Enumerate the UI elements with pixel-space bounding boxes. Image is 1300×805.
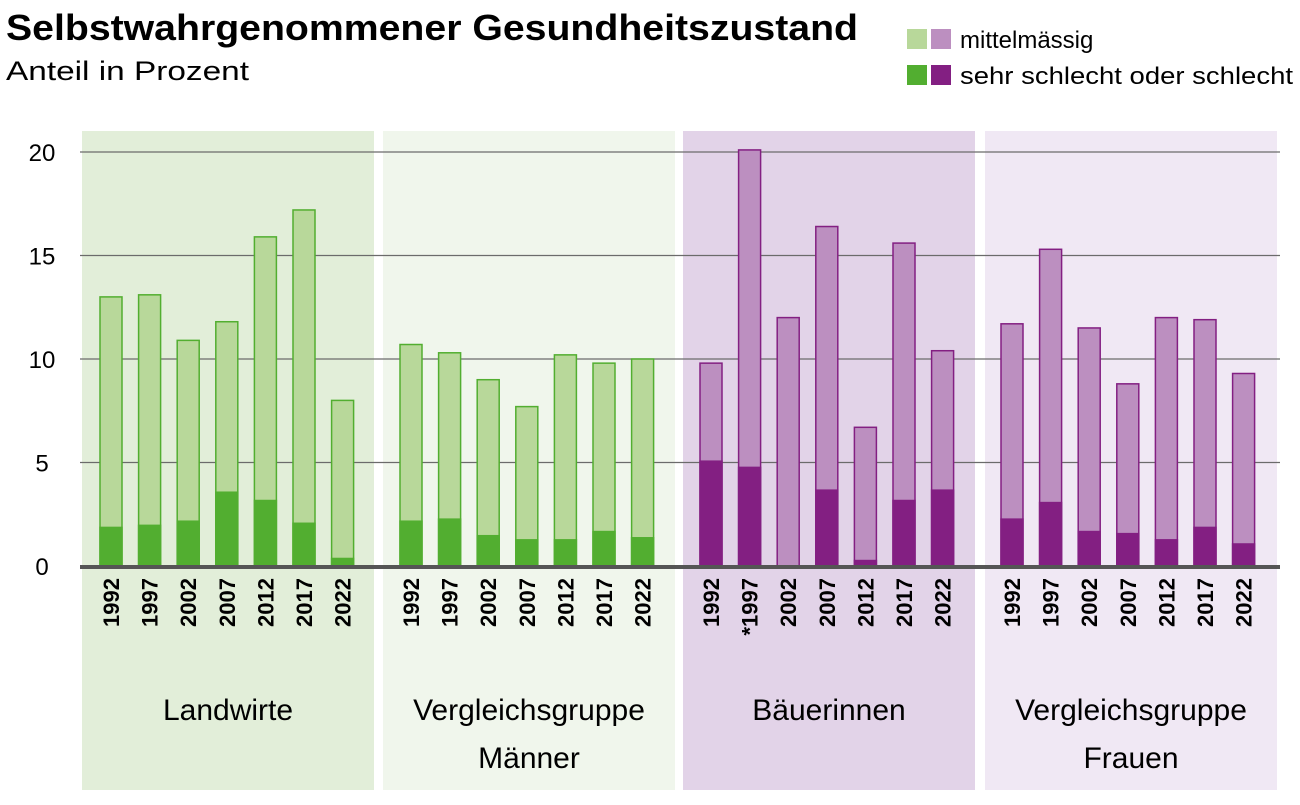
- bar-mittelmaessig: [630, 358, 655, 567]
- x-tick-label: 2002: [1077, 578, 1102, 627]
- bars: [80, 149, 1280, 569]
- bar-mittelmaessig: [292, 209, 316, 567]
- bar-schlecht: [1154, 539, 1179, 566]
- x-tick-label: 2022: [631, 578, 656, 627]
- x-tick-label: 2017: [1193, 578, 1218, 627]
- x-tick-label: 2002: [476, 578, 501, 627]
- y-tick-label: 10: [29, 347, 56, 374]
- bar-mittelmaessig: [330, 399, 355, 567]
- x-tick-label: 2022: [1232, 578, 1257, 627]
- group-label: Frauen: [1083, 742, 1178, 775]
- group-label: Vergleichsgruppe: [1015, 694, 1247, 727]
- bar-schlecht: [892, 499, 916, 566]
- bar-schlecht: [1077, 530, 1101, 566]
- bar-schlecht: [592, 530, 616, 566]
- y-tick-label: 15: [29, 244, 56, 271]
- legend-swatch-green-light: [907, 29, 927, 49]
- bar-mittelmaessig: [1154, 316, 1179, 567]
- labels: 1992 1997 2002 2007 2012 2017 2022 Landwirte 199…: [99, 578, 1257, 775]
- group-label: Vergleichsgruppe: [413, 694, 645, 727]
- bar-schlecht: [515, 539, 539, 566]
- bar-schlecht: [630, 537, 655, 566]
- bar-mittelmaessig: [1077, 327, 1101, 567]
- x-tick-label: 2002: [776, 578, 801, 627]
- legend-swatch-purple-dark: [931, 65, 951, 85]
- bar-schlecht: [930, 489, 955, 566]
- bar-mittelmaessig: [553, 354, 578, 567]
- bar-schlecht: [215, 491, 239, 566]
- x-tick-label: 2007: [1116, 578, 1141, 627]
- x-tick-label: 2012: [1154, 578, 1179, 627]
- legend: mittelmässig sehr schlecht oder schlecht: [907, 27, 1293, 90]
- x-tick-label: 2017: [292, 578, 317, 627]
- x-tick-label: 1992: [99, 578, 124, 627]
- y-tick-label: 5: [35, 451, 48, 478]
- bar-schlecht: [1116, 532, 1140, 566]
- bar-mittelmaessig: [99, 296, 123, 567]
- legend-label-mittelmaessig: mittelmässig: [960, 27, 1093, 54]
- bar-schlecht: [815, 489, 839, 566]
- x-tick-label: 1992: [399, 578, 424, 627]
- gridlines: 0 5 10 15 20: [29, 140, 1280, 581]
- group-label: Bäuerinnen: [752, 694, 905, 727]
- bar-schlecht: [253, 499, 278, 566]
- x-tick-label: 1997: [1039, 578, 1064, 627]
- bar-schlecht: [553, 539, 578, 566]
- x-tick-label: 1992: [699, 578, 724, 627]
- bar-mittelmaessig: [1231, 372, 1256, 567]
- bar-schlecht: [699, 460, 723, 566]
- y-tick-label: 20: [29, 140, 56, 167]
- x-tick-label: 1997: [138, 578, 163, 627]
- x-tick-label: 2012: [853, 578, 878, 627]
- bar-schlecht: [1000, 518, 1024, 566]
- bar-schlecht: [1231, 543, 1256, 566]
- bar-mittelmaessig: [776, 316, 800, 567]
- group-label: Männer: [478, 742, 580, 775]
- x-tick-label: 2002: [176, 578, 201, 627]
- legend-swatch-purple-light: [931, 29, 951, 49]
- x-tick-label: 2007: [815, 578, 840, 627]
- legend-label-schlecht: sehr schlecht oder schlecht: [960, 63, 1293, 90]
- bar-schlecht: [1038, 501, 1063, 566]
- bar-schlecht: [176, 520, 200, 566]
- legend-swatch-green-dark: [907, 65, 927, 85]
- bar-schlecht: [437, 518, 462, 566]
- bar-schlecht: [476, 534, 500, 566]
- bar-schlecht: [399, 520, 423, 566]
- x-tick-label: 2007: [215, 578, 240, 627]
- group-label: Landwirte: [163, 694, 293, 727]
- bar-schlecht: [330, 557, 355, 566]
- bar-schlecht: [1193, 526, 1217, 566]
- x-tick-label: 2012: [553, 578, 578, 627]
- bar-schlecht: [292, 522, 316, 566]
- x-tick-label: 2017: [592, 578, 617, 627]
- x-tick-label: 2017: [892, 578, 917, 627]
- bar-schlecht: [853, 559, 878, 566]
- x-tick-label: 2022: [331, 578, 356, 627]
- bar-mittelmaessig: [853, 426, 878, 567]
- bar-schlecht: [99, 526, 123, 566]
- chart-subtitle: Anteil in Prozent: [6, 56, 250, 86]
- y-tick-label: 0: [35, 554, 48, 581]
- chart-title: Selbstwahrgenommener Gesundheitszustand: [6, 7, 858, 48]
- x-tick-label: 1992: [1000, 578, 1025, 627]
- bar-schlecht: [737, 466, 762, 566]
- x-tick-label: 2022: [931, 578, 956, 627]
- x-tick-label: 2012: [253, 578, 278, 627]
- x-tick-label: 1997: [438, 578, 463, 627]
- bar-schlecht: [137, 524, 162, 566]
- x-tick-label: 2007: [515, 578, 540, 627]
- x-tick-label: *1997: [738, 578, 763, 636]
